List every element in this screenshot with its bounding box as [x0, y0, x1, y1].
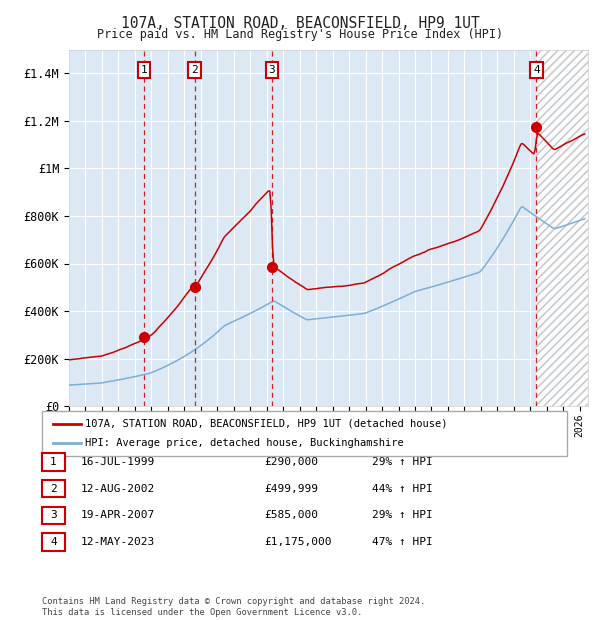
Text: 107A, STATION ROAD, BEACONSFIELD, HP9 1UT (detached house): 107A, STATION ROAD, BEACONSFIELD, HP9 1U…	[85, 418, 448, 428]
Text: 1: 1	[140, 65, 147, 75]
Text: 47% ↑ HPI: 47% ↑ HPI	[372, 537, 433, 547]
Bar	[536, 50, 588, 406]
Text: 107A, STATION ROAD, BEACONSFIELD, HP9 1UT: 107A, STATION ROAD, BEACONSFIELD, HP9 1U…	[121, 16, 479, 30]
Text: 2: 2	[50, 484, 57, 494]
Text: 29% ↑ HPI: 29% ↑ HPI	[372, 457, 433, 467]
Text: 2: 2	[191, 65, 198, 75]
Text: 3: 3	[268, 65, 275, 75]
Text: 12-AUG-2002: 12-AUG-2002	[81, 484, 155, 494]
Text: 19-APR-2007: 19-APR-2007	[81, 510, 155, 520]
Text: HPI: Average price, detached house, Buckinghamshire: HPI: Average price, detached house, Buck…	[85, 438, 404, 448]
Text: £499,999: £499,999	[264, 484, 318, 494]
Text: 29% ↑ HPI: 29% ↑ HPI	[372, 510, 433, 520]
Text: 4: 4	[533, 65, 540, 75]
Text: 16-JUL-1999: 16-JUL-1999	[81, 457, 155, 467]
Text: 1: 1	[50, 457, 57, 467]
Text: Price paid vs. HM Land Registry's House Price Index (HPI): Price paid vs. HM Land Registry's House …	[97, 28, 503, 41]
Text: £1,175,000: £1,175,000	[264, 537, 331, 547]
Text: 3: 3	[50, 510, 57, 520]
Text: 12-MAY-2023: 12-MAY-2023	[81, 537, 155, 547]
Text: Contains HM Land Registry data © Crown copyright and database right 2024.
This d: Contains HM Land Registry data © Crown c…	[42, 598, 425, 617]
Text: £585,000: £585,000	[264, 510, 318, 520]
Text: 4: 4	[50, 537, 57, 547]
Text: 44% ↑ HPI: 44% ↑ HPI	[372, 484, 433, 494]
Text: £290,000: £290,000	[264, 457, 318, 467]
